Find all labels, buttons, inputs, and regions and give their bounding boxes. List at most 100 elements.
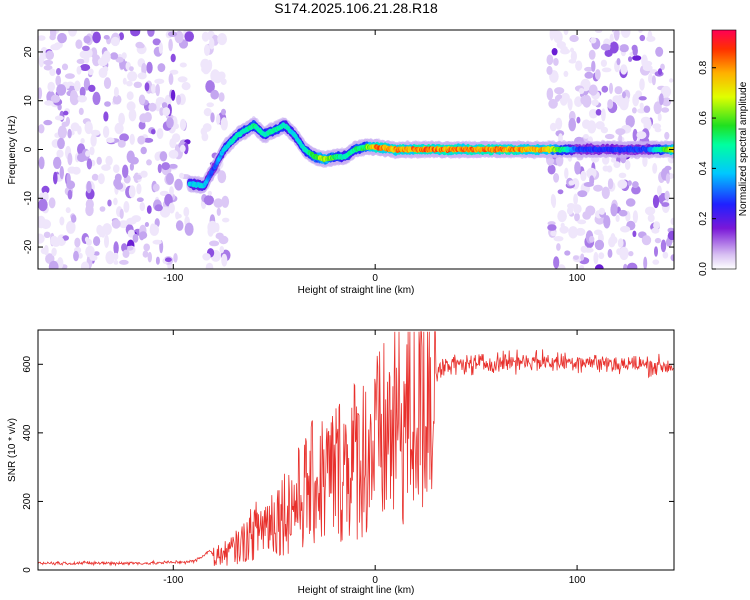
noise-blob	[642, 155, 648, 168]
noise-blob	[661, 97, 672, 107]
noise-blob	[93, 236, 101, 247]
y-tick-label: 0	[23, 146, 34, 152]
noise-blob	[67, 152, 73, 166]
noise-blob	[144, 222, 149, 227]
noise-blob	[102, 125, 110, 138]
noise-blob	[70, 89, 78, 103]
noise-blob	[183, 206, 190, 217]
noise-blob	[607, 99, 614, 109]
noise-blob	[575, 227, 586, 236]
noise-blob	[625, 198, 636, 207]
noise-blob	[139, 202, 145, 212]
noise-blob	[75, 39, 83, 49]
noise-blob	[563, 70, 569, 77]
noise-blob	[670, 217, 674, 225]
noise-blob	[165, 172, 174, 185]
noise-blob	[588, 84, 598, 96]
noise-blob	[665, 237, 673, 247]
noise-blob	[609, 33, 614, 43]
noise-blob	[50, 43, 61, 51]
noise-blob	[149, 223, 156, 234]
noise-blob	[577, 219, 587, 225]
noise-blob	[201, 31, 210, 42]
noise-blob	[607, 248, 613, 258]
noise-blob	[600, 59, 608, 67]
noise-blob	[557, 189, 564, 195]
noise-blob	[119, 133, 129, 142]
noise-blob	[560, 46, 568, 51]
noise-blob	[138, 94, 146, 105]
noise-blob	[557, 210, 567, 223]
noise-blob	[206, 102, 214, 108]
noise-blob	[587, 120, 597, 134]
noise-blob	[653, 221, 661, 230]
noise-blob	[168, 163, 178, 169]
noise-blob	[609, 82, 613, 95]
noise-blob	[563, 30, 569, 36]
noise-blob	[614, 86, 623, 95]
noise-blob	[652, 163, 658, 174]
noise-blob	[628, 251, 634, 257]
y-tick-label: 600	[22, 356, 33, 373]
noise-blob	[546, 54, 554, 66]
noise-blob	[643, 256, 648, 269]
noise-blob	[86, 238, 92, 246]
noise-blob	[567, 98, 573, 110]
noise-blob	[601, 108, 606, 122]
noise-blob	[104, 234, 109, 248]
noise-blob	[644, 206, 656, 216]
noise-blob	[651, 75, 656, 86]
colorbar-tick-label: 0.4	[698, 161, 709, 175]
noise-blob	[204, 44, 210, 56]
spectrogram-ylabel: Frequency (Hz)	[7, 116, 18, 185]
noise-blob	[573, 204, 582, 214]
noise-blob	[655, 46, 664, 57]
noise-blob	[168, 149, 179, 159]
noise-blob	[643, 60, 653, 67]
noise-blob	[113, 164, 120, 173]
noise-blob	[620, 95, 630, 108]
noise-blob	[169, 69, 179, 75]
noise-blob	[112, 94, 122, 105]
noise-blob	[639, 102, 644, 110]
noise-blob	[126, 91, 134, 101]
noise-blob	[113, 197, 118, 206]
noise-blob	[670, 254, 674, 262]
noise-blob	[217, 170, 227, 184]
noise-blob	[179, 118, 187, 131]
noise-blob	[606, 165, 613, 173]
noise-blob	[168, 202, 175, 214]
noise-blob	[127, 229, 135, 238]
noise-blob	[154, 78, 165, 85]
noise-blob	[657, 68, 663, 75]
noise-blob	[164, 257, 172, 263]
noise-blob	[157, 63, 166, 73]
noise-blob	[91, 173, 99, 181]
noise-blob	[598, 252, 605, 260]
noise-blob	[76, 66, 82, 75]
noise-blob	[154, 204, 163, 212]
noise-blob	[659, 93, 664, 106]
noise-blob	[132, 233, 139, 243]
noise-blob	[102, 66, 109, 73]
noise-blob	[636, 131, 647, 140]
noise-blob	[170, 89, 176, 101]
noise-blob	[90, 129, 101, 136]
noise-blob	[220, 117, 228, 131]
noise-blob	[640, 116, 651, 125]
noise-blob	[647, 30, 653, 42]
noise-blob	[43, 231, 51, 238]
noise-blob	[45, 50, 54, 60]
noise-blob	[168, 38, 173, 52]
noise-blob	[210, 89, 219, 100]
noise-blob	[152, 239, 162, 245]
noise-blob	[624, 160, 631, 170]
noise-blob	[113, 241, 119, 255]
noise-blob	[657, 185, 662, 196]
noise-blob	[184, 222, 194, 236]
noise-blob	[221, 108, 226, 116]
noise-blob	[174, 178, 183, 191]
noise-blob	[661, 107, 670, 113]
noise-blob	[86, 180, 92, 194]
